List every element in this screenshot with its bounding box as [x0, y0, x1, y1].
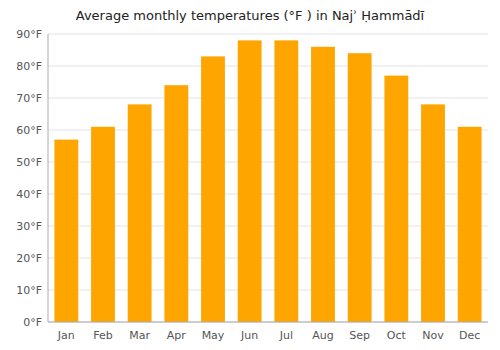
x-tick-label: Oct: [387, 329, 407, 342]
x-tick-label: Apr: [167, 329, 187, 342]
bar: [238, 40, 262, 322]
y-grid: [48, 34, 488, 322]
x-axis-line: [48, 322, 488, 323]
x-tick-label: Jun: [240, 329, 258, 342]
x-tick-label: Sep: [349, 329, 370, 342]
y-tick-label: 30°F: [16, 220, 42, 233]
bar: [201, 56, 225, 322]
y-tick-label: 20°F: [16, 252, 42, 265]
bar: [274, 40, 298, 322]
x-tick-label: Nov: [422, 329, 444, 342]
y-tick-label: 0°F: [23, 316, 42, 329]
x-tick-label: Dec: [459, 329, 480, 342]
x-tick-label: Feb: [93, 329, 112, 342]
bar: [458, 127, 482, 322]
chart-container: Average monthly temperatures (°F ) in Na…: [0, 0, 500, 350]
bar: [384, 76, 408, 322]
x-tick-labels: Jan Feb Mar Apr May Jun Jul Aug Sep Oct Nov Dec: [57, 329, 480, 342]
y-tick-label: 60°F: [16, 124, 42, 137]
bar: [91, 127, 115, 322]
bar: [128, 104, 152, 322]
y-axis-line: [48, 34, 49, 322]
x-tick-label: Mar: [129, 329, 150, 342]
y-tick-label: 80°F: [16, 60, 42, 73]
page: {"chart_data": {"type": "bar", "title": …: [0, 0, 500, 350]
bar: [54, 140, 78, 322]
grid-line: [48, 98, 488, 99]
y-tick-label: 40°F: [16, 188, 42, 201]
bars: [54, 40, 481, 322]
x-tick-label: Jan: [57, 329, 75, 342]
bar: [421, 104, 445, 322]
grid-line: [48, 66, 488, 67]
y-tick-label: 10°F: [16, 284, 42, 297]
bar: [348, 53, 372, 322]
grid-line: [48, 322, 488, 323]
x-tick-label: Aug: [312, 329, 333, 342]
y-tick-label: 70°F: [16, 92, 42, 105]
chart-svg: Average monthly temperatures (°F ) in Na…: [0, 0, 500, 350]
y-tick-label: 90°F: [16, 28, 42, 41]
y-tick-labels: 0°F 10°F 20°F 30°F 40°F 50°F 60°F 70°F 80°F 90°F: [16, 28, 42, 329]
bar: [164, 85, 188, 322]
x-tick-label: May: [202, 329, 225, 342]
x-tick-label: Jul: [279, 329, 293, 342]
grid-line: [48, 34, 488, 35]
bar: [311, 47, 335, 322]
y-tick-label: 50°F: [16, 156, 42, 169]
chart-title: Average monthly temperatures (°F ) in Na…: [76, 8, 425, 23]
